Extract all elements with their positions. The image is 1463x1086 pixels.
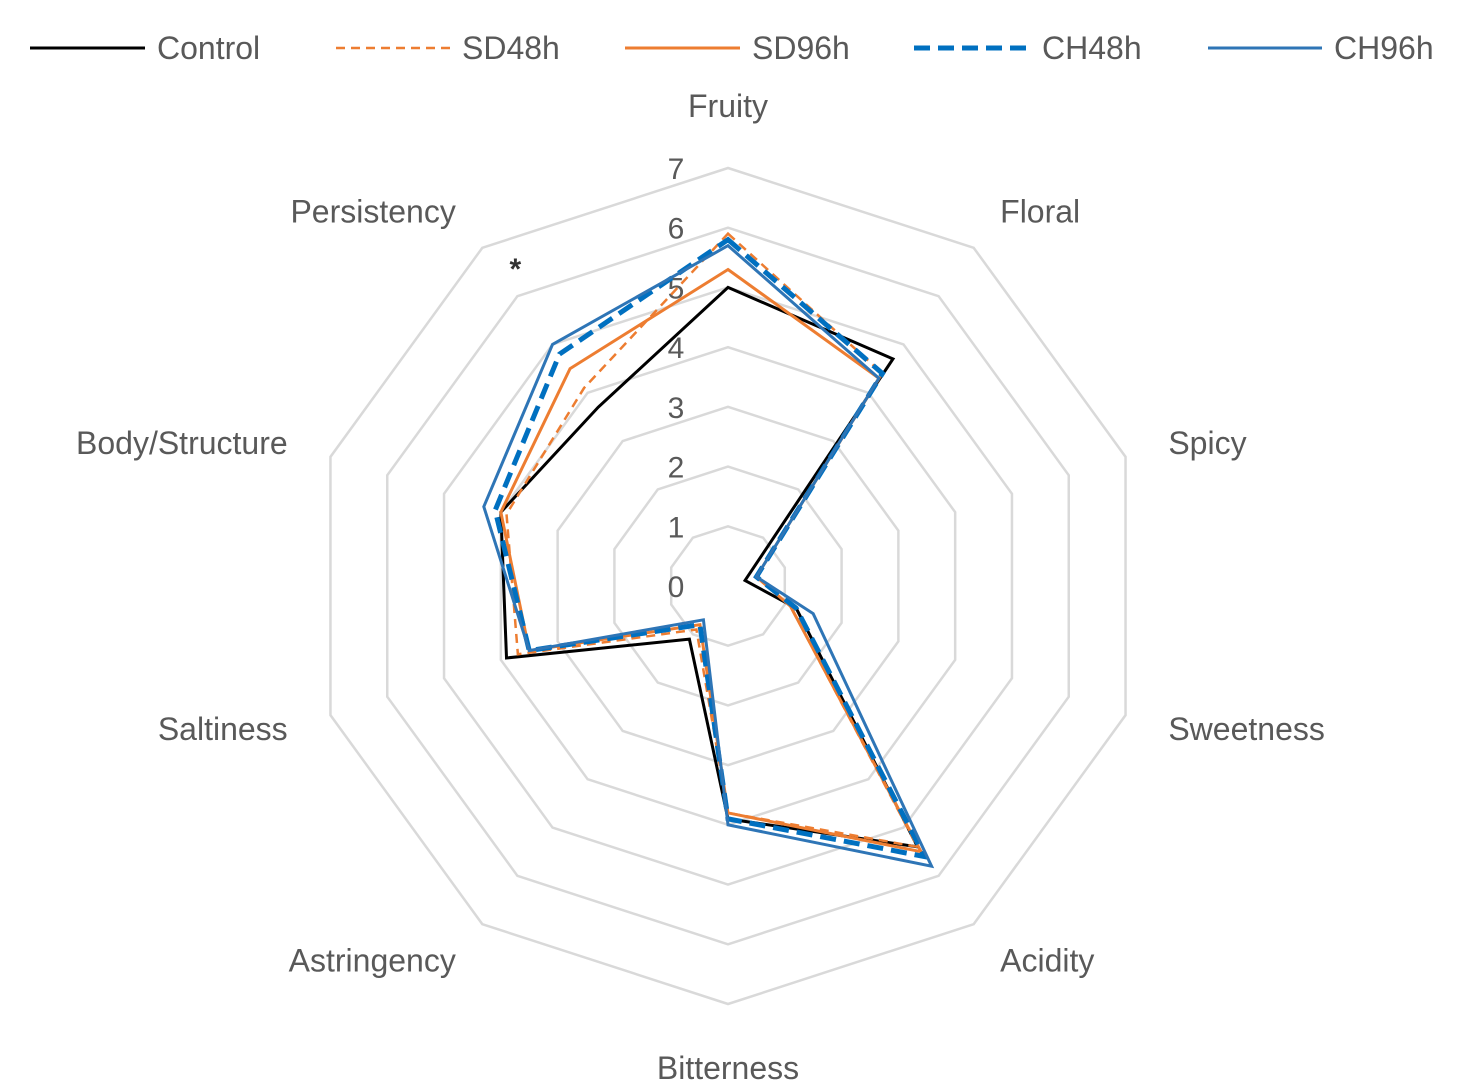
grid-ring-6: [386, 226, 1070, 946]
legend-label-sd96h: SD96h: [752, 30, 850, 66]
legend: Control SD48h SD96h CH48h CH96h: [30, 30, 1434, 66]
grid-ring-2: [613, 465, 843, 707]
legend-label-control: Control: [157, 30, 260, 66]
axis-label-persistency: Persistency: [290, 193, 455, 229]
series-line-ch96h: [482, 243, 935, 869]
axis-label-sweetness: Sweetness: [1168, 711, 1325, 747]
annotations: *: [510, 253, 522, 286]
grid-ring-4: [499, 345, 957, 827]
tick-label-3: 3: [668, 392, 685, 425]
axis-label-spicy: Spicy: [1168, 425, 1246, 461]
legend-label-ch48h: CH48h: [1042, 30, 1142, 66]
axis-label-bitterness: Bitterness: [657, 1050, 799, 1086]
series-line-sd96h: [499, 267, 924, 854]
radar-grid: [329, 166, 1127, 1006]
series-lines: [482, 231, 935, 869]
legend-label-sd48h: SD48h: [462, 30, 560, 66]
tick-label-6: 6: [668, 213, 685, 246]
grid-ring-7: [329, 166, 1127, 1006]
grid-ring-1: [669, 524, 787, 648]
axis-labels: Fruity Floral Spicy Sweetness Acidity Bittern…: [76, 88, 1325, 1086]
series-line-sd48h: [505, 231, 920, 849]
series-line-control: [499, 285, 921, 849]
tick-label-2: 2: [668, 452, 685, 485]
tick-label-0: 0: [668, 571, 685, 604]
tick-label-1: 1: [668, 511, 685, 544]
axis-label-acidity: Acidity: [1000, 943, 1094, 979]
axis-label-fruity: Fruity: [688, 88, 768, 124]
grid-ring-3: [556, 405, 900, 767]
legend-label-ch96h: CH96h: [1334, 30, 1434, 66]
axis-label-floral: Floral: [1000, 193, 1080, 229]
axis-label-saltiness: Saltiness: [158, 711, 288, 747]
axis-label-body-structure: Body/Structure: [76, 425, 288, 461]
axis-label-astringency: Astringency: [289, 943, 456, 979]
significance-marker: *: [510, 253, 522, 286]
series-line-ch48h: [492, 236, 930, 860]
tick-label-7: 7: [668, 153, 685, 186]
grid-ring-5: [442, 286, 1014, 886]
